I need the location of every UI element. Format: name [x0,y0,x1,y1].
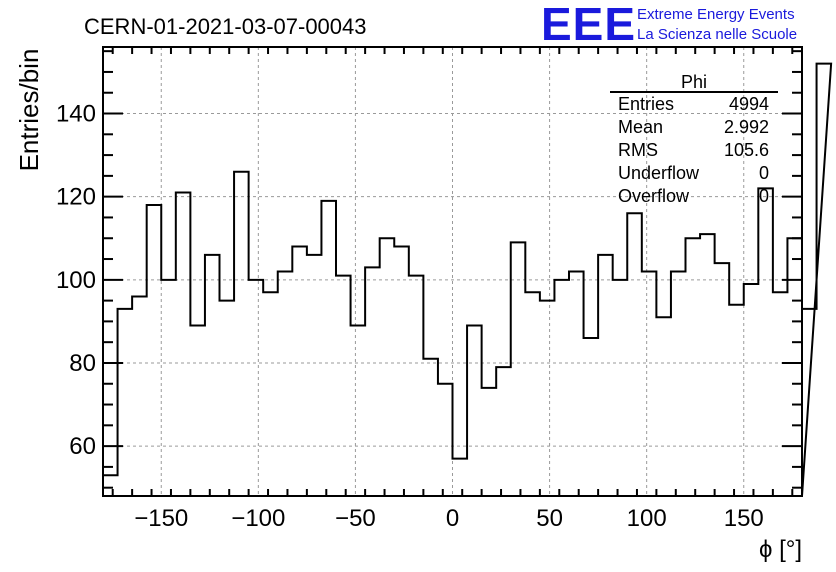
histogram-bin-46 [773,292,788,496]
histogram-bin-2 [132,296,147,496]
histogram-bin-16 [336,276,351,496]
axis-ticks [103,47,802,496]
histogram-bin-25 [467,326,482,496]
histogram-bin-29 [525,292,540,496]
histogram-bin-32 [569,272,584,497]
histogram-bin-37 [642,272,657,497]
histogram-bin-31 [554,280,569,496]
histogram-bin-33 [584,338,599,496]
x-tick-label-6: 150 [724,505,764,532]
y-tick-labels: 60 80 100 120 140 [56,101,96,461]
brand-line-2: La Scienza nelle Scuole [637,26,797,43]
x-axis-label: ϕ [°] [759,536,802,563]
histogram-bin-30 [540,301,555,496]
stats-value-underflow: 0 [759,163,769,183]
histogram-bin-20 [394,247,409,496]
histogram-bin-22 [423,359,438,496]
stats-label-overflow: Overflow [618,186,690,206]
x-tick-label-5: 100 [627,505,667,532]
stats-title: Phi [681,72,707,92]
histogram-bin-24 [453,459,468,496]
histogram-bin-38 [656,317,671,496]
histogram-bin-45 [758,188,773,496]
histogram-bin-11 [263,292,278,496]
x-tick-label-0: −150 [134,505,188,532]
x-tick-label-3: 0 [446,505,459,532]
histogram-bin-48 [802,309,817,496]
stats-label-rms: RMS [618,140,658,160]
histogram-bin-47 [787,238,802,496]
histogram-series-phi [102,62,833,497]
histogram-bin-17 [351,326,366,496]
histogram-bin-4 [161,280,176,496]
run-title: CERN-01-2021-03-07-00043 [84,14,367,39]
histogram-bin-19 [380,238,395,496]
histogram-bin-5 [176,193,191,496]
histogram-bin-21 [409,276,424,496]
histogram-bin-23 [438,384,453,496]
brand-line-1: Extreme Energy Events [637,6,795,23]
histogram-bin-18 [365,267,380,496]
histogram-bin-0 [103,475,118,496]
histogram-bin-39 [671,272,686,497]
y-tick-label-3: 120 [56,184,96,211]
stats-label-underflow: Underflow [618,163,700,183]
y-tick-label-0: 60 [69,433,96,460]
histogram-bin-10 [249,280,264,496]
histogram-bin-28 [511,242,526,496]
stats-label-mean: Mean [618,117,663,137]
x-tick-label-4: 50 [536,505,563,532]
y-tick-label-2: 100 [56,267,96,294]
histogram-bin-35 [613,280,628,496]
histogram-bin-41 [700,234,715,496]
histogram-bins [103,64,831,496]
stats-value-entries: 4994 [729,94,769,114]
stats-value-rms: 105.6 [724,140,769,160]
histogram-bin-6 [190,326,205,496]
histogram-bin-7 [205,255,220,496]
histogram-bin-27 [496,367,511,496]
stats-value-overflow: 0 [759,186,769,206]
histogram-bin-26 [482,388,497,496]
x-tick-label-1: −100 [231,505,285,532]
x-tick-label-2: −50 [335,505,376,532]
y-tick-label-1: 80 [69,350,96,377]
histogram-bin-13 [292,247,307,496]
histogram-bin-3 [147,205,162,496]
histogram-bin-9 [234,172,249,496]
plot-frame [102,46,803,497]
histogram-bin-36 [627,213,642,496]
histogram-bin-15 [321,201,336,496]
x-tick-labels: −150 −100 −50 0 50 100 150 [134,505,764,532]
stats-value-mean: 2.992 [724,117,769,137]
y-axis-label: Entries/bin [14,49,44,172]
histogram-bin-49 [817,64,832,496]
histogram-bin-34 [598,255,613,496]
eee-logo: EEE [541,0,636,50]
histogram-bin-14 [307,255,322,496]
histogram-bin-42 [715,263,730,496]
y-tick-label-4: 140 [56,101,96,128]
histogram-bin-1 [118,309,133,496]
histogram-bin-43 [729,305,744,496]
histogram-bin-40 [686,238,701,496]
histogram-bin-8 [220,301,235,496]
histogram-bin-12 [278,272,293,497]
stats-label-entries: Entries [618,94,674,114]
histogram-bin-44 [744,284,759,496]
stats-box: Phi Entries 4994 Mean 2.992 RMS 105.6 Underflo… [610,72,778,206]
